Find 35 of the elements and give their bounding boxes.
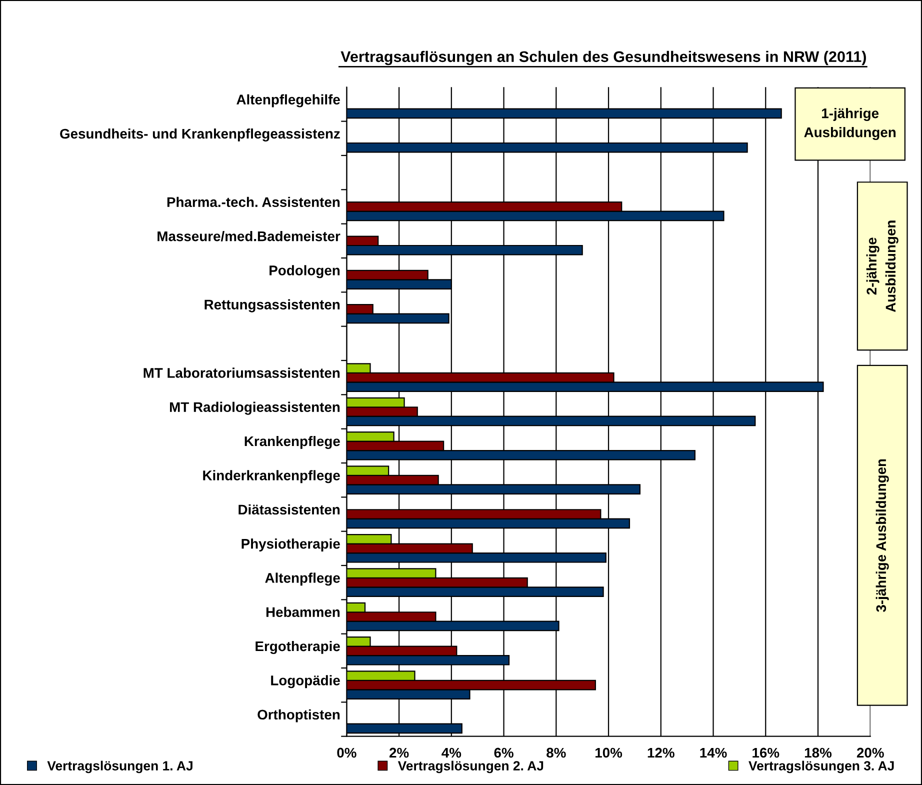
annotation: 1-jährige Ausbildungen (804, 108, 896, 140)
text: 3-jährige Ausbildungen (876, 459, 889, 612)
annotation: 2-jährige Ausbildungen (866, 220, 898, 312)
x-tick-label: 14% (700, 748, 727, 758)
legend-label: Vertragslösungen 2. AJ (398, 760, 544, 774)
x-tick-label: 10% (595, 748, 622, 758)
y-tick-label: Hebammen (266, 606, 340, 618)
y-tick-label: Pharma.-tech. Assistenten (167, 196, 340, 208)
legend-label: Vertragslösungen 1. AJ (47, 760, 192, 774)
x-tick-label: 4% (442, 748, 462, 758)
y-tick-label: Ergotherapie (256, 640, 340, 654)
x-tick-label: 0% (337, 748, 356, 758)
y-tick-label: Krankenpflege (244, 436, 340, 449)
y-tick-label: Kinderkrankenpflege (203, 470, 340, 484)
x-tick-label: 6% (494, 748, 514, 758)
y-tick-label: Orthoptisten (258, 709, 340, 722)
y-tick-label: Masseure/med.Bademeister (158, 231, 340, 242)
legend-label: Vertragslösungen 3. AJ (748, 760, 894, 774)
x-tick-label: 18% (804, 748, 832, 758)
y-tick-label: Podologen (270, 265, 340, 278)
chart-title: Vertragsauflösungen an Schulen des Gesundheitswesens in NRW (2011) (340, 50, 866, 66)
y-tick-label: Logopädie (271, 675, 340, 688)
x-tick-label: 20% (856, 748, 884, 758)
y-tick-label: Altenpflege (265, 572, 340, 586)
y-tick-label: Rettungsassistenten (204, 299, 340, 312)
y-tick-label: Physiotherapie (242, 538, 340, 552)
x-tick-label: 16% (752, 748, 780, 758)
y-tick-label: Altenpflegehilfe (236, 94, 340, 108)
y-tick-label: MT Radiologieassistenten (170, 402, 340, 415)
x-tick-label: 2% (389, 748, 409, 758)
y-tick-label: Diätassistenten (238, 504, 340, 515)
y-tick-label: MT Laboratoriumsassistenten (144, 368, 340, 378)
x-tick-label: 8% (546, 748, 566, 758)
x-tick-label: 12% (648, 748, 674, 758)
y-tick-label: Gesundheits- und Krankenpflegeassistenz (60, 128, 340, 142)
